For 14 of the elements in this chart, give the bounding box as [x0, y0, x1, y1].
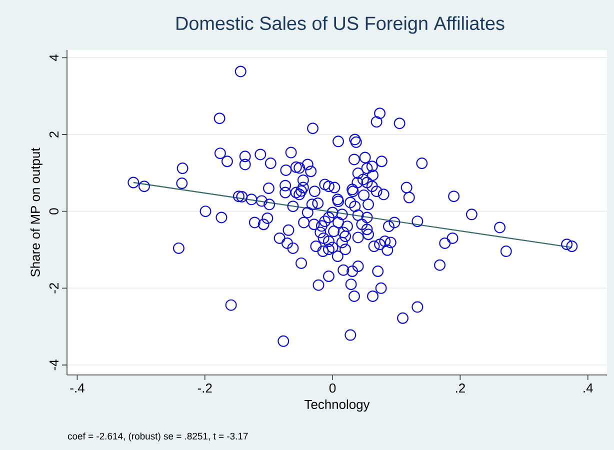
y-tick-label: 2: [49, 132, 58, 138]
x-tick-label: .2: [456, 384, 465, 393]
x-tick-label: .4: [584, 384, 593, 392]
y-tick-label: 4: [50, 54, 58, 61]
y-axis-title: Share of MP on output: [30, 148, 42, 277]
y-tick-label: 0: [49, 208, 58, 214]
y-tick-label: -4: [50, 360, 58, 370]
chart-title: Domestic Sales of US Foreign Affiliates: [176, 16, 504, 34]
x-axis-title: Technology: [304, 400, 370, 412]
x-tick-label: -.2: [198, 384, 212, 393]
x-tick-label: 0: [329, 384, 336, 393]
y-tick-label: -2: [49, 283, 58, 294]
text: coef = -2.614, (robust) se = .8251, t = -3.17: [68, 432, 248, 442]
x-tick-label: -.4: [70, 384, 84, 392]
